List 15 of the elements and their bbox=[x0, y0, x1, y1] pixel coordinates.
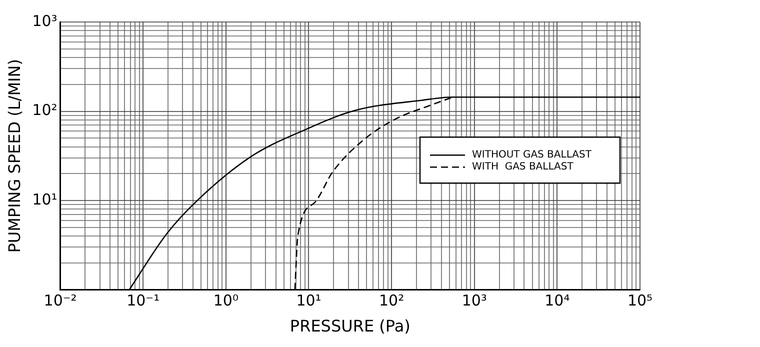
x-tick-label: 10⁵ bbox=[627, 292, 653, 310]
y-tick-label: 10¹ bbox=[32, 190, 58, 208]
x-tick-label: 10⁰ bbox=[213, 292, 238, 310]
x-tick-label: 10³ bbox=[462, 292, 487, 310]
legend-label: WITH GAS BALLAST bbox=[472, 162, 574, 173]
x-tick-label: 10⁻¹ bbox=[126, 292, 160, 310]
x-tick-label: 10⁴ bbox=[544, 292, 570, 310]
x-tick-label: 10⁻² bbox=[44, 292, 77, 310]
y-axis-title: PUMPING SPEED (L/MIN) bbox=[4, 59, 24, 253]
legend-label: WITHOUT GAS BALLAST bbox=[472, 150, 592, 161]
x-tick-label: 10² bbox=[379, 292, 404, 310]
x-tick-label: 10¹ bbox=[296, 292, 322, 310]
y-tick-label: 10² bbox=[32, 101, 58, 120]
x-axis-title: PRESSURE (Pa) bbox=[290, 316, 410, 336]
y-tick-label: 10³ bbox=[32, 12, 58, 30]
